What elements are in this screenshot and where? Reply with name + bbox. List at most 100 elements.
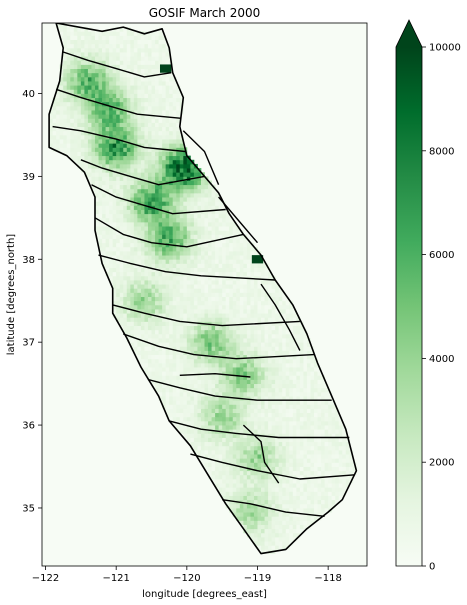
heatmap-cell (218, 358, 223, 364)
heatmap-cell (218, 462, 223, 467)
heatmap-cell (133, 192, 138, 198)
heatmap-cell (169, 263, 174, 268)
heatmap-cell (215, 396, 220, 401)
heatmap-cell (155, 197, 159, 202)
heatmap-cell (183, 317, 188, 322)
heatmap-cell (169, 333, 174, 339)
heatmap-cell (215, 338, 220, 343)
heatmap-cell (292, 391, 297, 397)
heatmap-cell (282, 499, 287, 505)
heatmap-cell (172, 288, 177, 293)
heatmap-cell (91, 97, 96, 103)
heatmap-cell (147, 168, 152, 173)
heatmap-cell (250, 333, 255, 339)
heatmap-cell (215, 205, 220, 210)
heatmap-cell (200, 275, 205, 281)
heatmap-cell (239, 354, 244, 360)
heatmap-cell (200, 213, 205, 219)
heatmap-cell (243, 354, 248, 360)
heatmap-cell (137, 333, 142, 339)
heatmap-cell (282, 371, 287, 376)
heatmap-cell (147, 93, 152, 99)
heatmap-cell (116, 139, 121, 144)
heatmap-cell (289, 507, 294, 513)
heatmap-cell (324, 495, 329, 501)
heatmap-cell (306, 425, 311, 430)
heatmap-cell (289, 495, 294, 501)
heatmap-cell (179, 354, 184, 360)
heatmap-cell (169, 230, 174, 235)
heatmap-cell (155, 259, 159, 264)
heatmap-cell (169, 275, 174, 281)
heatmap-cell (190, 429, 195, 434)
heatmap-cell (169, 139, 174, 144)
heatmap-cell (130, 93, 135, 99)
heatmap-cell (289, 333, 294, 339)
heatmap-cell (147, 172, 152, 177)
heatmap-cell (147, 354, 152, 360)
heatmap-cell (116, 176, 121, 181)
heatmap-cell (243, 441, 248, 447)
heatmap-cell (155, 64, 159, 69)
heatmap-cell (137, 118, 142, 123)
heatmap-cell (158, 126, 163, 132)
heatmap-cell (70, 130, 75, 136)
heatmap-cell (239, 309, 244, 314)
heatmap-cell (225, 346, 230, 351)
heatmap-cell (109, 238, 114, 244)
heatmap-cell (186, 300, 191, 306)
heatmap-cell (342, 433, 347, 438)
heatmap-cell (137, 296, 142, 302)
heatmap-cell (303, 474, 308, 480)
heatmap-cell (225, 391, 230, 397)
heatmap-cell (296, 408, 301, 414)
heatmap-cell (232, 478, 237, 484)
heatmap-cell (176, 367, 181, 372)
heatmap-cell (264, 362, 269, 368)
heatmap-cell (236, 478, 241, 484)
heatmap-cell (59, 143, 64, 148)
heatmap-cell (126, 325, 131, 331)
heatmap-cell (338, 478, 343, 484)
heatmap-cell (158, 188, 163, 194)
heatmap-cell (236, 375, 241, 380)
heatmap-cell (87, 101, 92, 107)
heatmap-cell (278, 528, 283, 534)
heatmap-cell (176, 292, 181, 297)
heatmap-cell (94, 221, 99, 227)
heatmap-cell (243, 466, 248, 472)
heatmap-cell (98, 105, 103, 111)
heatmap-cell (211, 267, 216, 273)
heatmap-cell (169, 126, 174, 132)
heatmap-cell (169, 379, 174, 385)
heatmap-cell (250, 478, 255, 484)
heatmap-cell (179, 371, 184, 376)
heatmap-cell (218, 217, 223, 223)
heatmap-cell (292, 445, 297, 451)
heatmap-cell (218, 205, 223, 210)
heatmap-cell (215, 454, 220, 459)
heatmap-cell (306, 379, 311, 385)
heatmap-cell (172, 147, 177, 152)
heatmap-cell (215, 284, 220, 289)
heatmap-cell (321, 441, 326, 447)
heatmap-cell (296, 532, 301, 538)
heatmap-cell (261, 400, 265, 405)
heatmap-cell (126, 300, 131, 306)
heatmap-cell (190, 420, 195, 426)
heatmap-cell (215, 478, 220, 484)
heatmap-cell (229, 400, 234, 405)
heatmap-cell (261, 495, 265, 501)
heatmap-cell (147, 201, 152, 206)
heatmap-cell (253, 275, 258, 281)
heatmap-cell (275, 338, 280, 343)
heatmap-cell (126, 309, 131, 314)
heatmap-cell (158, 105, 163, 111)
heatmap-cell (158, 39, 163, 45)
heatmap-cell (193, 416, 198, 422)
heatmap-cell (253, 487, 258, 492)
heatmap-cell (119, 192, 124, 198)
heatmap-cell (158, 300, 163, 306)
heatmap-cell (137, 275, 142, 281)
heatmap-cell (285, 503, 290, 509)
